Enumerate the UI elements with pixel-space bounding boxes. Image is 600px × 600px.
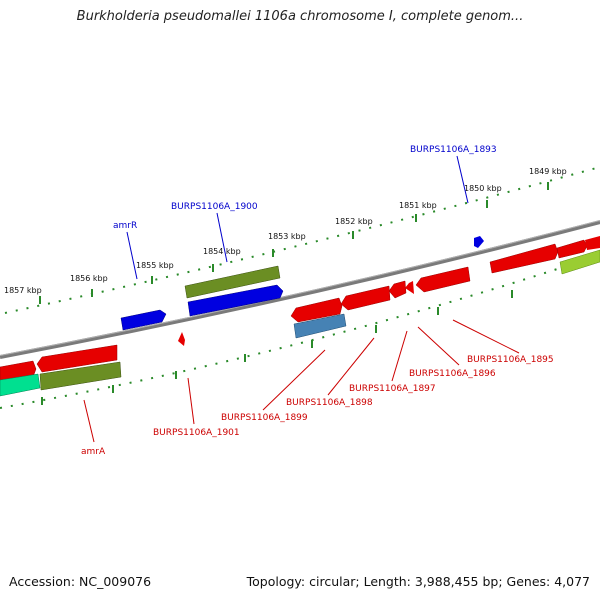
ruler-label: 1855 kbp [136, 261, 174, 270]
gene-label-burps1106a-1898[interactable]: BURPS1106A_1898 [286, 398, 373, 408]
gene-teal[interactable] [0, 373, 41, 397]
upper-leader-lines [126, 155, 469, 280]
ruler-label: 1852 kbp [335, 217, 373, 226]
gene-red-upper-1[interactable] [489, 243, 559, 274]
ruler-label: 1856 kbp [70, 274, 108, 283]
gene-amrR[interactable] [120, 309, 167, 331]
ruler-label: 1850 kbp [464, 184, 502, 193]
gene-label-burps1106a-1895[interactable]: BURPS1106A_1895 [467, 355, 554, 365]
gene-label-amrA[interactable]: amrA [81, 447, 106, 457]
gene-label-burps1106a-1901[interactable]: BURPS1106A_1901 [153, 428, 240, 438]
gene-label-burps1106a-1900[interactable]: BURPS1106A_1900 [171, 202, 258, 212]
gene-label-burps1106a-1897[interactable]: BURPS1106A_1897 [349, 384, 436, 394]
gene-burps1106a-1900-top[interactable] [184, 265, 281, 299]
gene-red-1899[interactable] [290, 297, 343, 323]
lower-leader-lines [83, 319, 520, 443]
ruler-label: 1857 kbp [4, 286, 42, 295]
gene-burps1106a-1893-small[interactable] [474, 236, 484, 248]
ruler-label: 1851 kbp [399, 201, 437, 210]
upper-major-ticks [39, 182, 549, 304]
lower-strand-genes [0, 266, 471, 397]
gene-blue-large[interactable] [187, 284, 284, 317]
gene-label-burps1106a-1893[interactable]: BURPS1106A_1893 [410, 145, 497, 155]
map-title: Burkholderia pseudomallei 1106a chromoso… [76, 9, 524, 24]
gene-burps1106a-1901[interactable] [178, 332, 185, 346]
gene-red-1897b[interactable] [405, 281, 414, 294]
gene-red-upper-2[interactable] [556, 239, 588, 259]
accession-text: Accession: NC_009076 [9, 574, 152, 589]
gene-red-left-2[interactable] [36, 344, 118, 373]
gene-steelblue[interactable] [293, 313, 347, 339]
gene-label-burps1106a-1896[interactable]: BURPS1106A_1896 [409, 369, 496, 379]
gene-red-1897a[interactable] [388, 280, 407, 299]
gene-yellowgreen[interactable] [559, 249, 600, 275]
gene-label-burps1106a-1899[interactable]: BURPS1106A_1899 [221, 413, 308, 423]
ruler-label: 1853 kbp [268, 232, 306, 241]
upper-strand-genes [120, 236, 600, 331]
lower-major-ticks [41, 290, 513, 405]
ruler-label: 1854 kbp [203, 247, 241, 256]
gene-red-upper-3[interactable] [585, 236, 600, 250]
gene-red-1898[interactable] [340, 285, 391, 311]
gene-red-1896[interactable] [415, 266, 471, 293]
ruler-label: 1849 kbp [529, 167, 567, 176]
chromosome-backbone [0, 220, 600, 359]
topology-info-text: Topology: circular; Length: 3,988,455 bp… [246, 574, 590, 589]
gene-label-amrR[interactable]: amrR [113, 221, 137, 231]
gene-olive-amrA[interactable] [39, 361, 122, 391]
